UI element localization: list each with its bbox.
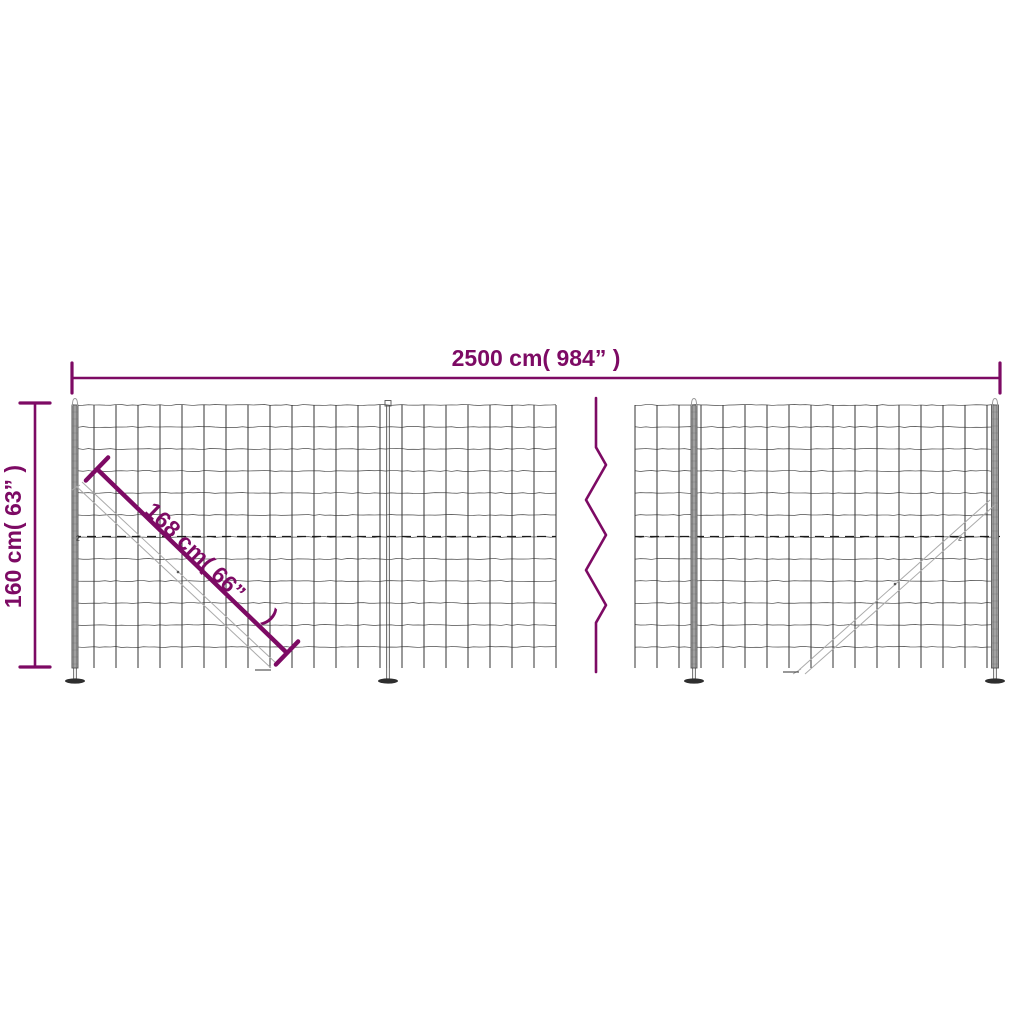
svg-text:160 cm( 63” ): 160 cm( 63” ) (0, 465, 26, 608)
svg-text:2500 cm( 984” ): 2500 cm( 984” ) (452, 345, 621, 371)
svg-text:2: 2 (76, 536, 80, 543)
